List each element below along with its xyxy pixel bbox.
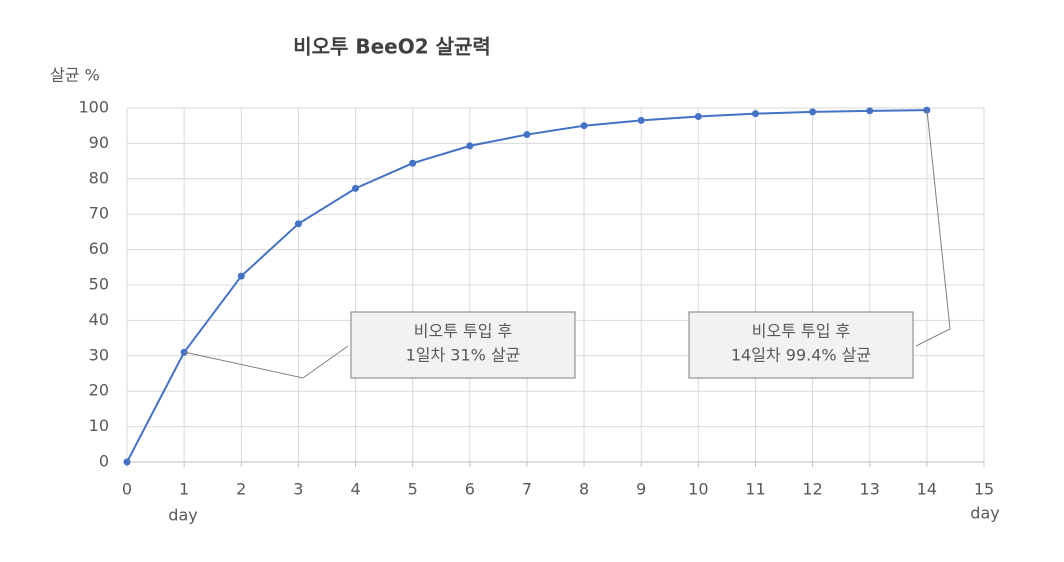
x-tick-label: 8 <box>579 480 589 499</box>
point <box>580 122 588 130</box>
y-tick-label: 0 <box>99 452 109 471</box>
x-tick-label: 3 <box>293 480 303 499</box>
x-axis-label: day <box>168 506 197 525</box>
annotation-text: 1일차 31% 살균 <box>406 346 521 365</box>
point <box>751 110 759 118</box>
leader-line <box>915 109 951 347</box>
point <box>637 116 645 124</box>
y-tick-label: 100 <box>78 98 109 117</box>
point <box>523 131 531 139</box>
x-tick-label: 5 <box>408 480 418 499</box>
x-tick-label: 13 <box>860 480 880 499</box>
x-tick-label: 11 <box>745 480 765 499</box>
y-tick-label: 20 <box>89 381 109 400</box>
y-tick-label: 60 <box>89 239 109 258</box>
y-tick-label: 10 <box>89 416 109 435</box>
point <box>694 112 702 120</box>
x-axis-label: day <box>970 504 999 523</box>
point <box>294 220 302 228</box>
x-tick-label: 6 <box>465 480 475 499</box>
point <box>123 458 131 466</box>
point <box>409 159 417 167</box>
point <box>237 272 245 280</box>
leader-line <box>183 345 349 379</box>
point <box>352 184 360 192</box>
annotation-box <box>688 311 914 379</box>
annotation-box <box>350 311 576 379</box>
point <box>866 107 874 115</box>
annotation-text: 비오투 투입 후 <box>752 322 851 341</box>
y-tick-label: 50 <box>89 275 109 294</box>
annotation-text: 14일차 99.4% 살균 <box>731 346 871 365</box>
y-tick-label: 40 <box>89 310 109 329</box>
chart-title: 비오투 BeeO2 살균력 <box>293 35 491 59</box>
x-tick-label: 15 <box>974 480 994 499</box>
x-tick-label: 2 <box>236 480 246 499</box>
y-tick-label: 70 <box>89 204 109 223</box>
x-tick-label: 12 <box>802 480 822 499</box>
y-tick-label: 30 <box>89 345 109 364</box>
x-tick-label: 4 <box>350 480 360 499</box>
point <box>466 142 474 150</box>
point <box>809 108 817 116</box>
x-tick-label: 9 <box>636 480 646 499</box>
y-axis-label: 살균 % <box>50 66 100 85</box>
y-tick-label: 90 <box>89 133 109 152</box>
x-tick-label: 0 <box>122 480 132 499</box>
x-tick-label: 1 <box>179 480 189 499</box>
x-tick-label: 7 <box>522 480 532 499</box>
x-tick-label: 10 <box>688 480 708 499</box>
x-tick-label: 14 <box>917 480 937 499</box>
annotation-text: 비오투 투입 후 <box>414 322 513 341</box>
y-tick-label: 80 <box>89 168 109 187</box>
